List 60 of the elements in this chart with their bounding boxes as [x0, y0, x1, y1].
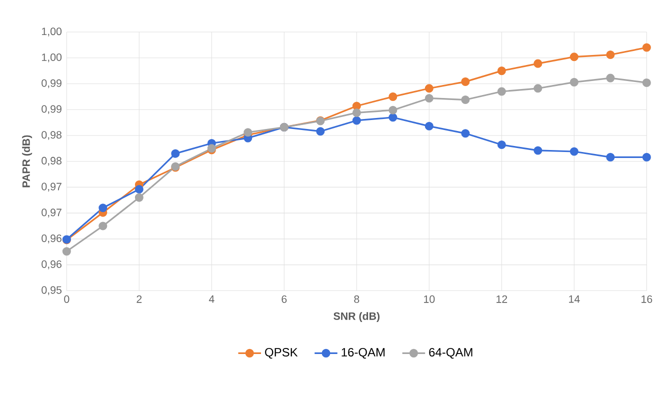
x-axis-title: SNR (dB)	[334, 312, 380, 322]
y-tick-label: 0,95	[42, 286, 62, 296]
point	[461, 129, 470, 138]
point	[134, 185, 144, 194]
x-tick-label: 6	[282, 295, 287, 303]
point	[316, 127, 325, 136]
point	[352, 108, 361, 117]
x-tick-label: 14	[569, 295, 580, 303]
point	[388, 113, 398, 122]
point	[388, 92, 398, 101]
x-tick-label: 10	[424, 295, 435, 303]
y-axis-title: PAPR (dB)	[22, 135, 32, 188]
point	[534, 59, 542, 68]
point	[424, 122, 434, 130]
point	[352, 116, 361, 125]
point	[534, 146, 542, 155]
point	[570, 52, 578, 62]
y-tick-label: 0,97	[42, 208, 62, 218]
y-tick-label: 1,00	[42, 53, 62, 62]
point	[606, 152, 615, 162]
y-tick-label: 0,96	[42, 234, 62, 244]
point	[98, 204, 108, 212]
y-tick-label: 0,97	[42, 182, 62, 192]
x-tick-label: 4	[208, 295, 214, 303]
point	[461, 96, 470, 104]
x-tick-label: 2	[136, 295, 142, 303]
y-tick-label: 0,96	[42, 260, 62, 270]
point	[171, 149, 180, 158]
y-tick-label: 0,99	[42, 79, 62, 88]
point	[352, 102, 361, 110]
x-tick-label: 8	[354, 295, 360, 303]
x-tick-label: 0	[64, 295, 70, 303]
point	[606, 74, 615, 82]
point	[570, 147, 578, 156]
point	[606, 50, 615, 60]
point	[570, 78, 578, 86]
point	[98, 222, 108, 230]
point	[244, 128, 252, 137]
point	[534, 84, 542, 93]
point	[461, 77, 470, 86]
point	[388, 106, 398, 114]
point	[642, 43, 651, 52]
y-tick-label: 1,00	[42, 28, 62, 36]
point	[424, 94, 434, 102]
point	[134, 193, 144, 202]
x-tick-label: 16	[642, 295, 652, 303]
y-tick-label: 0,99	[42, 105, 62, 114]
legend-label: 64-QAM	[429, 348, 472, 359]
point	[642, 78, 651, 87]
point	[497, 87, 506, 96]
point	[642, 152, 651, 162]
point	[497, 66, 506, 76]
point	[497, 140, 506, 150]
y-tick-label: 0,98	[42, 131, 62, 140]
x-tick-label: 12	[496, 295, 508, 303]
legend-label: QPSK	[265, 348, 298, 359]
legend-label: 16-QAM	[342, 348, 385, 359]
point	[424, 84, 434, 93]
point	[62, 247, 71, 256]
y-tick-label: 0,98	[42, 156, 62, 166]
